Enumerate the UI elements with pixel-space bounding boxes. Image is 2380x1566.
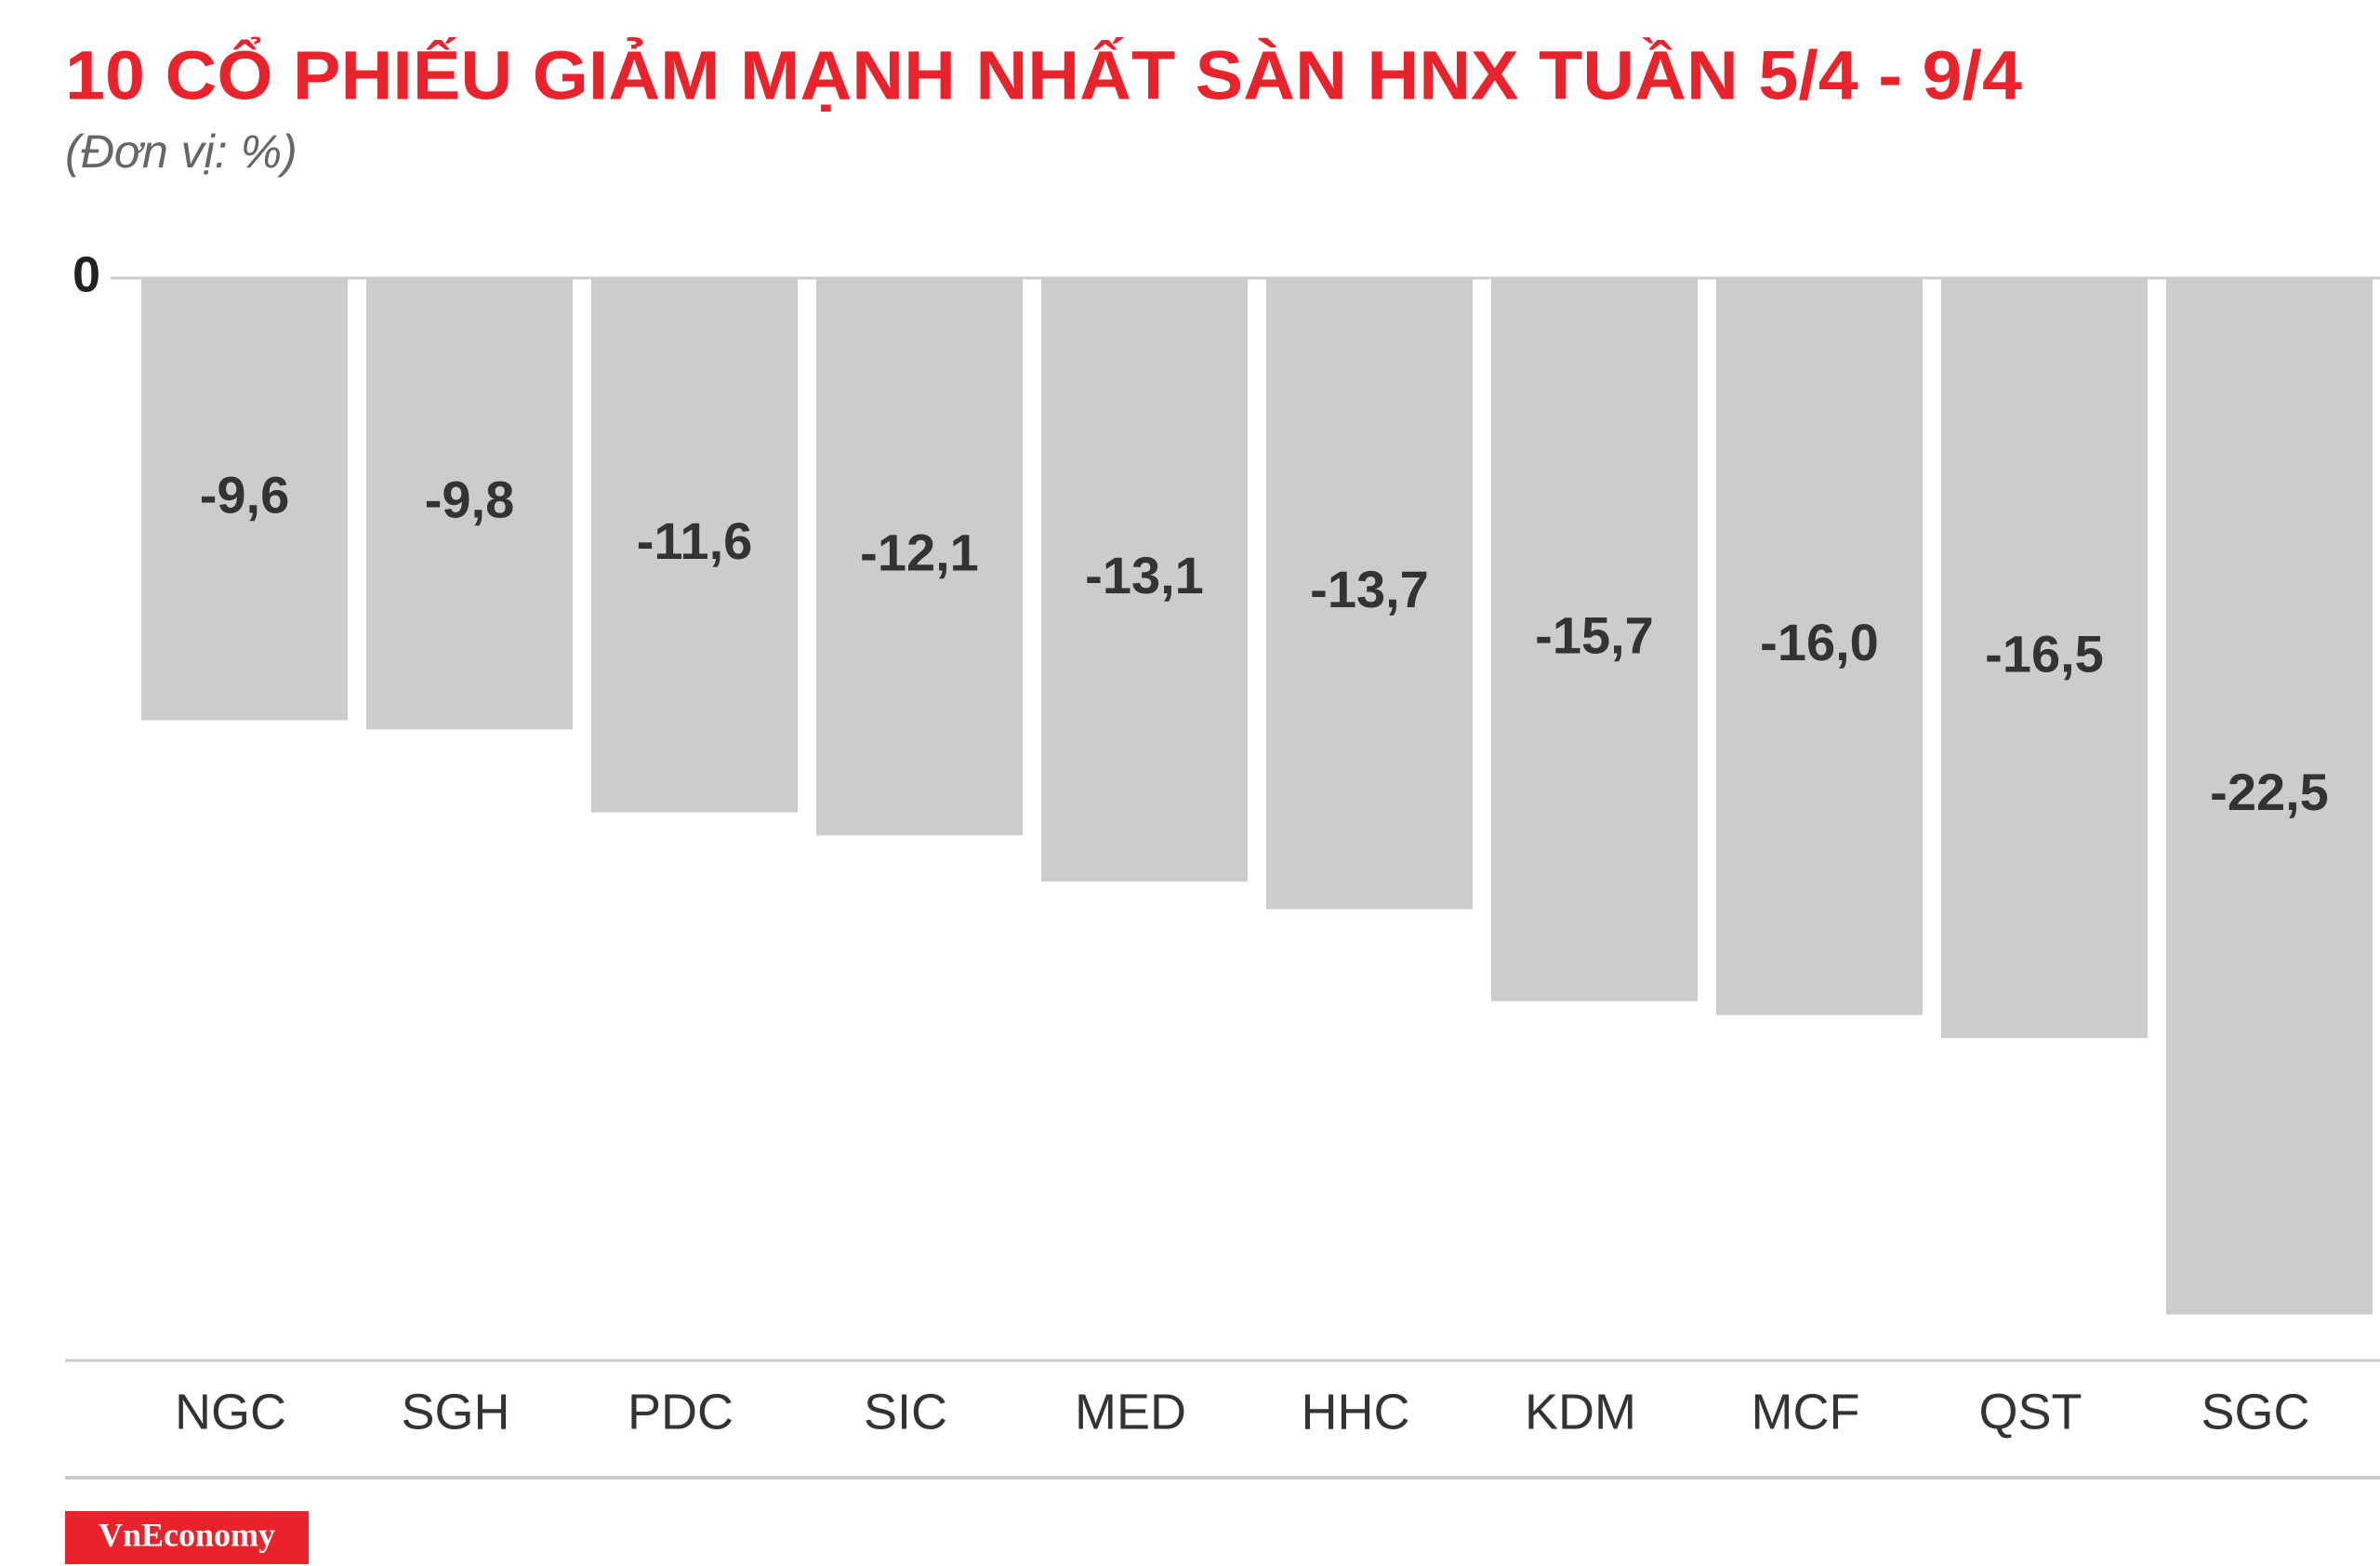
x-tick-label: NGC [175,1384,286,1440]
value-label: -9,6 [200,466,290,524]
brand-box [65,1511,309,1564]
bar [1491,278,1698,1002]
chart-title: 10 CỔ PHIẾU GIẢM MẠNH NHẤT SÀN HNX TUẦN … [65,37,2022,114]
value-label: -12,1 [860,523,979,581]
y-tick-label: 0 [73,246,100,302]
bar [816,278,1023,836]
x-tick-label: QST [1978,1384,2082,1440]
value-label: -9,8 [425,471,515,529]
x-tick-label: KDM [1525,1384,1636,1440]
bar [1266,278,1473,909]
bar [591,278,798,813]
chart-subtitle: (Đơn vị: %) [65,126,298,178]
value-label: -22,5 [2210,763,2329,821]
x-tick-label: SIC [864,1384,947,1440]
bar [141,278,348,721]
x-tick-label: SGH [401,1384,509,1440]
x-tick-label: SGC [2201,1384,2309,1440]
brand: VnEconomy [99,1516,275,1553]
x-tick-label: MCF [1752,1384,1860,1440]
x-tick-label: MED [1075,1384,1186,1440]
bar [366,278,573,730]
value-label: -13,7 [1310,560,1429,618]
value-label: -16,5 [1985,624,2104,683]
bar [1041,278,1248,882]
value-label: -13,1 [1085,546,1204,604]
bar [1941,278,2148,1039]
x-tick-label: HHC [1302,1384,1410,1440]
value-label: -16,0 [1760,613,1879,671]
x-tick-label: PDC [628,1384,734,1440]
bar [2166,278,2373,1315]
value-label: -15,7 [1535,606,1654,665]
value-label: -11,6 [637,511,753,570]
bar [1716,278,1923,1015]
